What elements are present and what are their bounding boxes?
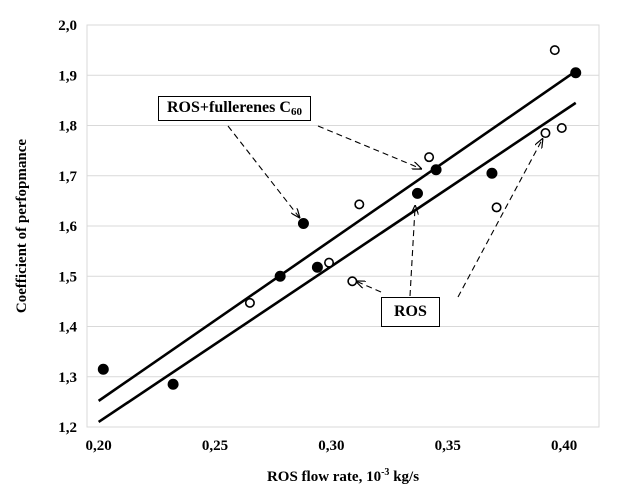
x-tick-label: 0,40 [551, 438, 577, 454]
arrow-fullerenes-to-line [317, 125, 421, 169]
point-ros [347, 276, 358, 287]
x-tick-label: 0,30 [318, 438, 344, 454]
point-fullerenes [167, 378, 179, 390]
fullerenes-label-box: ROS+fullerenes C60 [158, 96, 311, 121]
point-ros [244, 297, 255, 308]
point-fullerenes [274, 270, 286, 282]
point-fullerenes [411, 187, 423, 199]
x-axis-title-exponent: -3 [381, 467, 389, 478]
point-ros [354, 199, 365, 210]
point-ros [549, 45, 560, 56]
y-axis-title: Coefficient of perfopmance [14, 139, 30, 313]
point-fullerenes [486, 167, 498, 179]
trendline-ros [97, 101, 577, 424]
x-tick-label: 0,25 [202, 438, 228, 454]
point-fullerenes [297, 217, 309, 229]
arrow-ros-to-left-point [356, 281, 382, 293]
y-tick-label: 1,4 [58, 320, 77, 336]
point-ros [556, 123, 567, 134]
point-ros [540, 128, 551, 139]
fullerenes-label-text: ROS+fullerenes C [167, 99, 291, 116]
y-tick-label: 1,5 [58, 269, 77, 285]
point-fullerenes [311, 261, 323, 273]
fullerenes-label-subscript: 60 [290, 106, 302, 118]
y-tick-label: 1,2 [58, 420, 77, 436]
plot-frame [86, 24, 600, 428]
trendlines [97, 70, 577, 424]
point-ros [424, 152, 435, 163]
y-tick-label: 1,3 [58, 370, 77, 386]
point-ros [324, 257, 335, 268]
x-tick-label: 0,20 [86, 438, 112, 454]
y-tick-label: 1,7 [58, 169, 77, 185]
x-tick-labels: 0,20 0,25 0,30 0,35 0,40 [86, 438, 578, 454]
trendline-fullerenes [97, 70, 577, 402]
annotation-arrows [227, 125, 542, 298]
arrow-ros-to-line [409, 206, 415, 297]
point-fullerenes [430, 164, 442, 176]
ros-label-text: ROS [394, 303, 427, 320]
x-axis-title-unit: kg/s [389, 469, 419, 485]
x-axis-title-main: ROS flow rate, 10 [267, 469, 381, 485]
x-axis-title: ROS flow rate, 10-3 kg/s [267, 467, 419, 485]
y-tick-label: 1,8 [58, 119, 77, 135]
point-fullerenes [97, 363, 109, 375]
point-ros [491, 202, 502, 213]
point-fullerenes [570, 67, 582, 79]
x-tick-label: 0,35 [435, 438, 461, 454]
data-points [97, 45, 582, 390]
ros-label-box: ROS [381, 297, 440, 327]
y-tick-label: 2,0 [58, 18, 77, 34]
y-tick-labels: 1,2 1,3 1,4 1,5 1,6 1,7 1,8 1,9 2,0 [58, 18, 77, 436]
y-tick-label: 1,6 [58, 219, 77, 235]
y-tick-label: 1,9 [58, 68, 77, 84]
